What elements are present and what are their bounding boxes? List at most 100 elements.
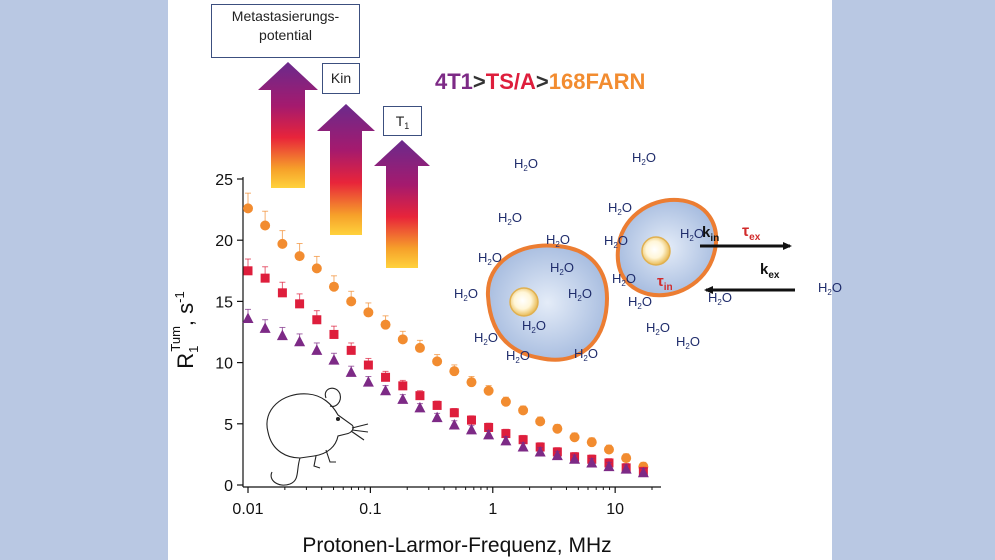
data-point-circle (466, 377, 477, 388)
data-point-circle (414, 342, 425, 353)
data-point-triangle (517, 441, 529, 452)
data-point-circle (277, 238, 288, 249)
data-point-circle (260, 220, 271, 231)
data-point-square (518, 435, 528, 445)
data-point-square (295, 299, 305, 309)
data-point-triangle (448, 419, 460, 430)
data-point-square (243, 266, 253, 276)
data-point-triangle (311, 344, 323, 355)
data-point-triangle (276, 329, 288, 341)
water-molecule-label: H2O (608, 200, 632, 217)
metastasis-line-1: Metastasierungs- (231, 8, 340, 24)
data-point-circle (569, 432, 580, 443)
water-molecule-label: H2O (498, 210, 522, 227)
water-molecule-label: H2O (680, 226, 704, 243)
x-tick-label: 1 (488, 501, 497, 518)
water-molecule-label: H2O (568, 286, 592, 303)
water-molecule-label: H2O (632, 150, 656, 167)
y-tick-label: 20 (215, 233, 233, 250)
data-point-square (415, 391, 425, 401)
metastasis-line-2: potential (259, 27, 312, 43)
k-ex-label: kex (760, 261, 780, 281)
nucleus-left (509, 287, 539, 317)
y-tick-label: 0 (224, 478, 233, 495)
data-point-triangle (551, 449, 563, 461)
arrow-t1 (374, 140, 430, 268)
data-point-square (484, 422, 494, 432)
data-point-triangle (259, 322, 271, 333)
data-point-square (501, 429, 511, 439)
mouse-illustration (266, 387, 369, 486)
data-point-circle (449, 366, 460, 377)
data-point-triangle (500, 434, 512, 446)
water-molecule-label: H2O (478, 250, 502, 267)
data-point-circle (294, 251, 305, 262)
kin-label: Kin (322, 63, 360, 94)
data-point-triangle (397, 393, 409, 404)
tau-in-label: τin (657, 273, 673, 293)
metastasis-potential-label: Metastasierungs- potential (211, 4, 360, 58)
arrow-kin (317, 104, 375, 235)
data-point-circle (363, 307, 374, 318)
data-point-square (277, 288, 287, 298)
data-point-circle (603, 444, 614, 455)
y-tick-label: 5 (224, 417, 233, 434)
data-point-triangle (328, 354, 340, 365)
water-molecule-label: H2O (612, 271, 636, 288)
y-tick-label: 10 (215, 356, 233, 373)
data-point-square (381, 372, 391, 382)
data-point-square (449, 408, 459, 418)
data-point-triangle (483, 428, 495, 440)
tau-ex-label: τex (742, 223, 761, 243)
nucleus-right (641, 236, 671, 266)
data-point-square (466, 415, 476, 425)
plot-area (242, 192, 649, 478)
arrow-metastasis-potential (258, 62, 318, 188)
data-point-square (346, 345, 356, 355)
series-168farn (243, 192, 649, 472)
water-molecule-label: H2O (506, 348, 530, 365)
data-point-square (312, 315, 322, 325)
data-point-triangle (431, 411, 443, 423)
water-molecule-label: H2O (818, 280, 842, 297)
water-molecule-label: H2O (646, 320, 670, 337)
data-point-square (329, 329, 339, 339)
plot-axes: 0.01 0.1 1 10 0 5 10 15 20 25 (215, 172, 661, 518)
data-point-triangle (345, 366, 357, 377)
data-point-triangle (465, 423, 477, 435)
data-point-circle (621, 453, 632, 464)
water-molecule-label: H2O (514, 156, 538, 173)
water-molecule-label: H2O (708, 290, 732, 307)
data-point-square (398, 381, 408, 391)
water-molecule-label: H2O (546, 232, 570, 249)
x-axis-title: Protonen-Larmor-Frequenz, MHz (302, 534, 611, 557)
data-point-circle (518, 405, 529, 416)
x-ticks: 0.01 0.1 1 10 (232, 487, 653, 518)
data-point-triangle (603, 460, 615, 472)
y-tick-label: 15 (215, 294, 233, 311)
x-tick-label: 10 (606, 501, 624, 518)
y-ticks: 0 5 10 15 20 25 (215, 172, 243, 495)
data-point-circle (311, 263, 322, 274)
cell-line-order: 4T1>TS/A>168FARN (435, 69, 645, 94)
data-point-circle (500, 396, 511, 407)
y-axis-title: R1Tum, s-1 (168, 291, 201, 368)
data-point-square (432, 400, 442, 410)
t1-label: T1 (383, 106, 422, 136)
data-point-triangle (534, 445, 546, 457)
data-point-circle (535, 416, 546, 427)
water-molecule-label: H2O (522, 318, 546, 335)
y-tick-label: 25 (215, 172, 233, 189)
water-molecule-label: H2O (574, 346, 598, 363)
water-molecule-label: H2O (474, 330, 498, 347)
data-point-circle (552, 423, 563, 434)
water-molecule-label: H2O (604, 233, 628, 250)
cell-left (485, 243, 609, 362)
data-point-triangle (294, 335, 306, 347)
data-point-circle (432, 356, 443, 367)
data-point-triangle (586, 456, 598, 468)
data-point-circle (586, 437, 597, 448)
data-point-triangle (242, 312, 254, 324)
